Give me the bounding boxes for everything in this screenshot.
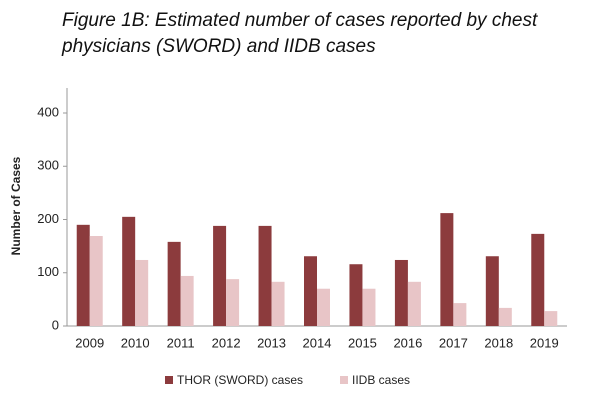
bar	[226, 279, 240, 326]
bar	[258, 225, 272, 326]
x-tick-label: 2011	[167, 335, 195, 350]
y-tick-label: 300	[37, 158, 59, 173]
legend-label: THOR (SWORD) cases	[177, 373, 303, 387]
x-tick-label: 2010	[121, 335, 150, 350]
bar	[362, 288, 376, 326]
y-tick-label: 100	[37, 264, 59, 279]
bar	[135, 259, 149, 326]
bar	[271, 281, 285, 326]
bar	[89, 236, 103, 326]
y-tick-label: 200	[37, 211, 59, 226]
bar	[498, 307, 512, 326]
x-tick-label: 2014	[303, 335, 332, 350]
chart-title: Figure 1B: Estimated number of cases rep…	[62, 10, 538, 57]
bar	[394, 259, 408, 326]
y-axis-label: Number of Cases	[9, 156, 23, 255]
bar	[407, 281, 421, 326]
bar	[213, 225, 227, 326]
x-tick-label: 2015	[348, 335, 377, 350]
bar	[453, 303, 467, 326]
bar	[531, 233, 545, 326]
bar	[485, 256, 499, 326]
y-tick-label: 0	[52, 317, 59, 332]
x-tick-label: 2012	[212, 335, 241, 350]
bar	[180, 275, 194, 326]
y-tick-label: 400	[37, 104, 59, 119]
x-tick-label: 2017	[439, 335, 468, 350]
bar	[544, 311, 558, 326]
legend-swatch	[340, 376, 348, 384]
x-tick-label: 2018	[484, 335, 513, 350]
bar	[317, 288, 330, 326]
bar	[76, 224, 90, 326]
x-tick-label: 2019	[530, 335, 559, 350]
bar	[122, 216, 136, 326]
bar	[167, 241, 181, 326]
x-tick-label: 2013	[257, 335, 286, 350]
x-tick-label: 2016	[393, 335, 422, 350]
legend-swatch	[165, 376, 173, 384]
bar	[440, 213, 454, 326]
bar	[349, 264, 363, 326]
legend-label: IIDB cases	[352, 373, 410, 387]
x-tick-label: 2009	[75, 335, 104, 350]
bar	[304, 256, 317, 326]
